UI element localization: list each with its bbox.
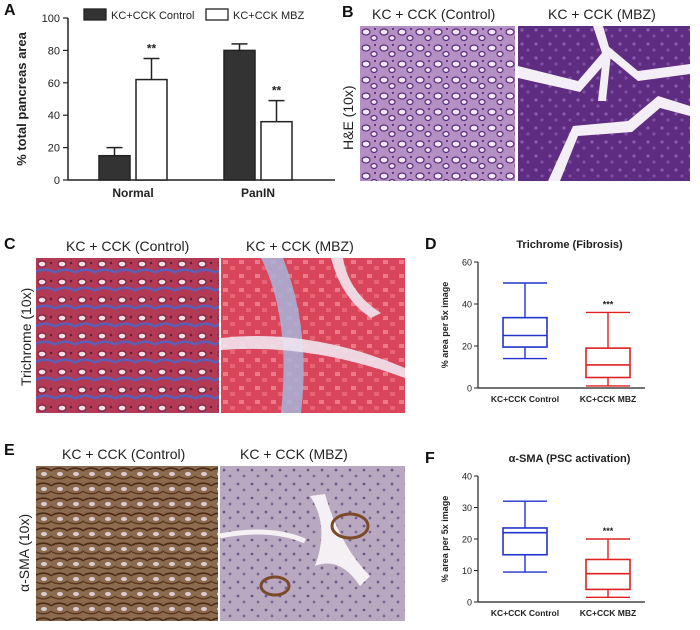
x-category-label: KC+CCK Control [491, 608, 559, 618]
y-tick-label: 20 [462, 535, 472, 545]
y-axis-label: % area per 5x image [440, 496, 450, 583]
sma-control-micrograph [36, 466, 218, 621]
y-tick-label: 40 [462, 300, 472, 310]
y-tick-label: 100 [42, 13, 60, 25]
significance-label: ** [272, 84, 282, 98]
panel-c-stain-label: Trichrome (10x) [18, 287, 34, 386]
box-iqr [502, 316, 548, 348]
x-category-label: KC+CCK Control [491, 394, 559, 404]
panel-b-caption-control: KC + CCK (Control) [372, 6, 496, 22]
x-category-label: PanIN [241, 186, 275, 200]
panel-d-letter: D [425, 236, 437, 253]
chart-f-box-plot: α-SMA (PSC activation) 0 10 20 30 40 % area pe… [440, 453, 645, 618]
panel-b-caption-mbz: KC + CCK (MBZ) [548, 6, 656, 22]
y-tick-label: 10 [462, 566, 472, 576]
chart-a-bar-chart: 0 20 40 60 80 100 % total pancreas area KC+CCK … [14, 8, 335, 200]
y-tick-label: 40 [462, 472, 472, 482]
significance-label: *** [603, 526, 614, 536]
y-tick-label: 0 [467, 598, 472, 608]
panel-e-caption-mbz: KC + CCK (MBZ) [240, 446, 348, 462]
bar [223, 49, 256, 181]
y-tick-label: 30 [462, 503, 472, 513]
x-category-label: KC+CCK MBZ [580, 608, 636, 618]
legend-swatch [205, 8, 229, 21]
bar [260, 120, 293, 181]
chart-title: α-SMA (PSC activation) [509, 453, 631, 465]
box-iqr [585, 347, 631, 379]
panel-a-letter: A [4, 2, 16, 19]
y-tick-label: 60 [48, 78, 60, 90]
panel-c-caption-mbz: KC + CCK (MBZ) [246, 238, 354, 254]
panel-c-letter: C [4, 236, 16, 253]
panel-f-letter: F [425, 450, 435, 467]
he-control-micrograph [360, 26, 515, 181]
legend-label: KC+CCK MBZ [233, 10, 304, 22]
y-tick-label: 80 [48, 45, 60, 57]
bar [98, 154, 131, 181]
sma-mbz-micrograph [220, 466, 405, 621]
panel-b-stain-label: H&E (10x) [340, 85, 356, 150]
y-tick-label: 0 [467, 384, 472, 394]
y-axis-label: % total pancreas area [14, 31, 29, 165]
legend-swatch [83, 8, 107, 21]
chart-d-box-plot: Trichrome (Fibrosis) 0 20 40 60 % area per 5x… [440, 239, 645, 404]
panel-e-caption-control: KC + CCK (Control) [62, 446, 186, 462]
panel-e-stain-label: α-SMA (10x) [16, 513, 32, 592]
chart-title: Trichrome (Fibrosis) [516, 239, 623, 251]
y-tick-label: 20 [462, 342, 472, 352]
significance-label: *** [603, 299, 614, 309]
y-axis-label: % area per 5x image [440, 282, 450, 369]
significance-label: ** [147, 42, 157, 56]
x-category-label: Normal [112, 186, 153, 200]
y-tick-label: 20 [48, 143, 60, 155]
panel-e-letter: E [4, 442, 15, 459]
panel-b-letter: B [342, 4, 354, 21]
x-category-label: KC+CCK MBZ [580, 394, 636, 404]
legend-label: KC+CCK Control [111, 10, 194, 22]
y-tick-label: 40 [48, 110, 60, 122]
bar [135, 78, 168, 181]
y-tick-label: 60 [462, 258, 472, 268]
he-mbz-micrograph [518, 26, 690, 181]
trichrome-mbz-micrograph [221, 258, 405, 413]
panel-c-caption-control: KC + CCK (Control) [66, 238, 190, 254]
trichrome-control-micrograph [36, 258, 219, 413]
y-tick-label: 0 [54, 175, 60, 187]
